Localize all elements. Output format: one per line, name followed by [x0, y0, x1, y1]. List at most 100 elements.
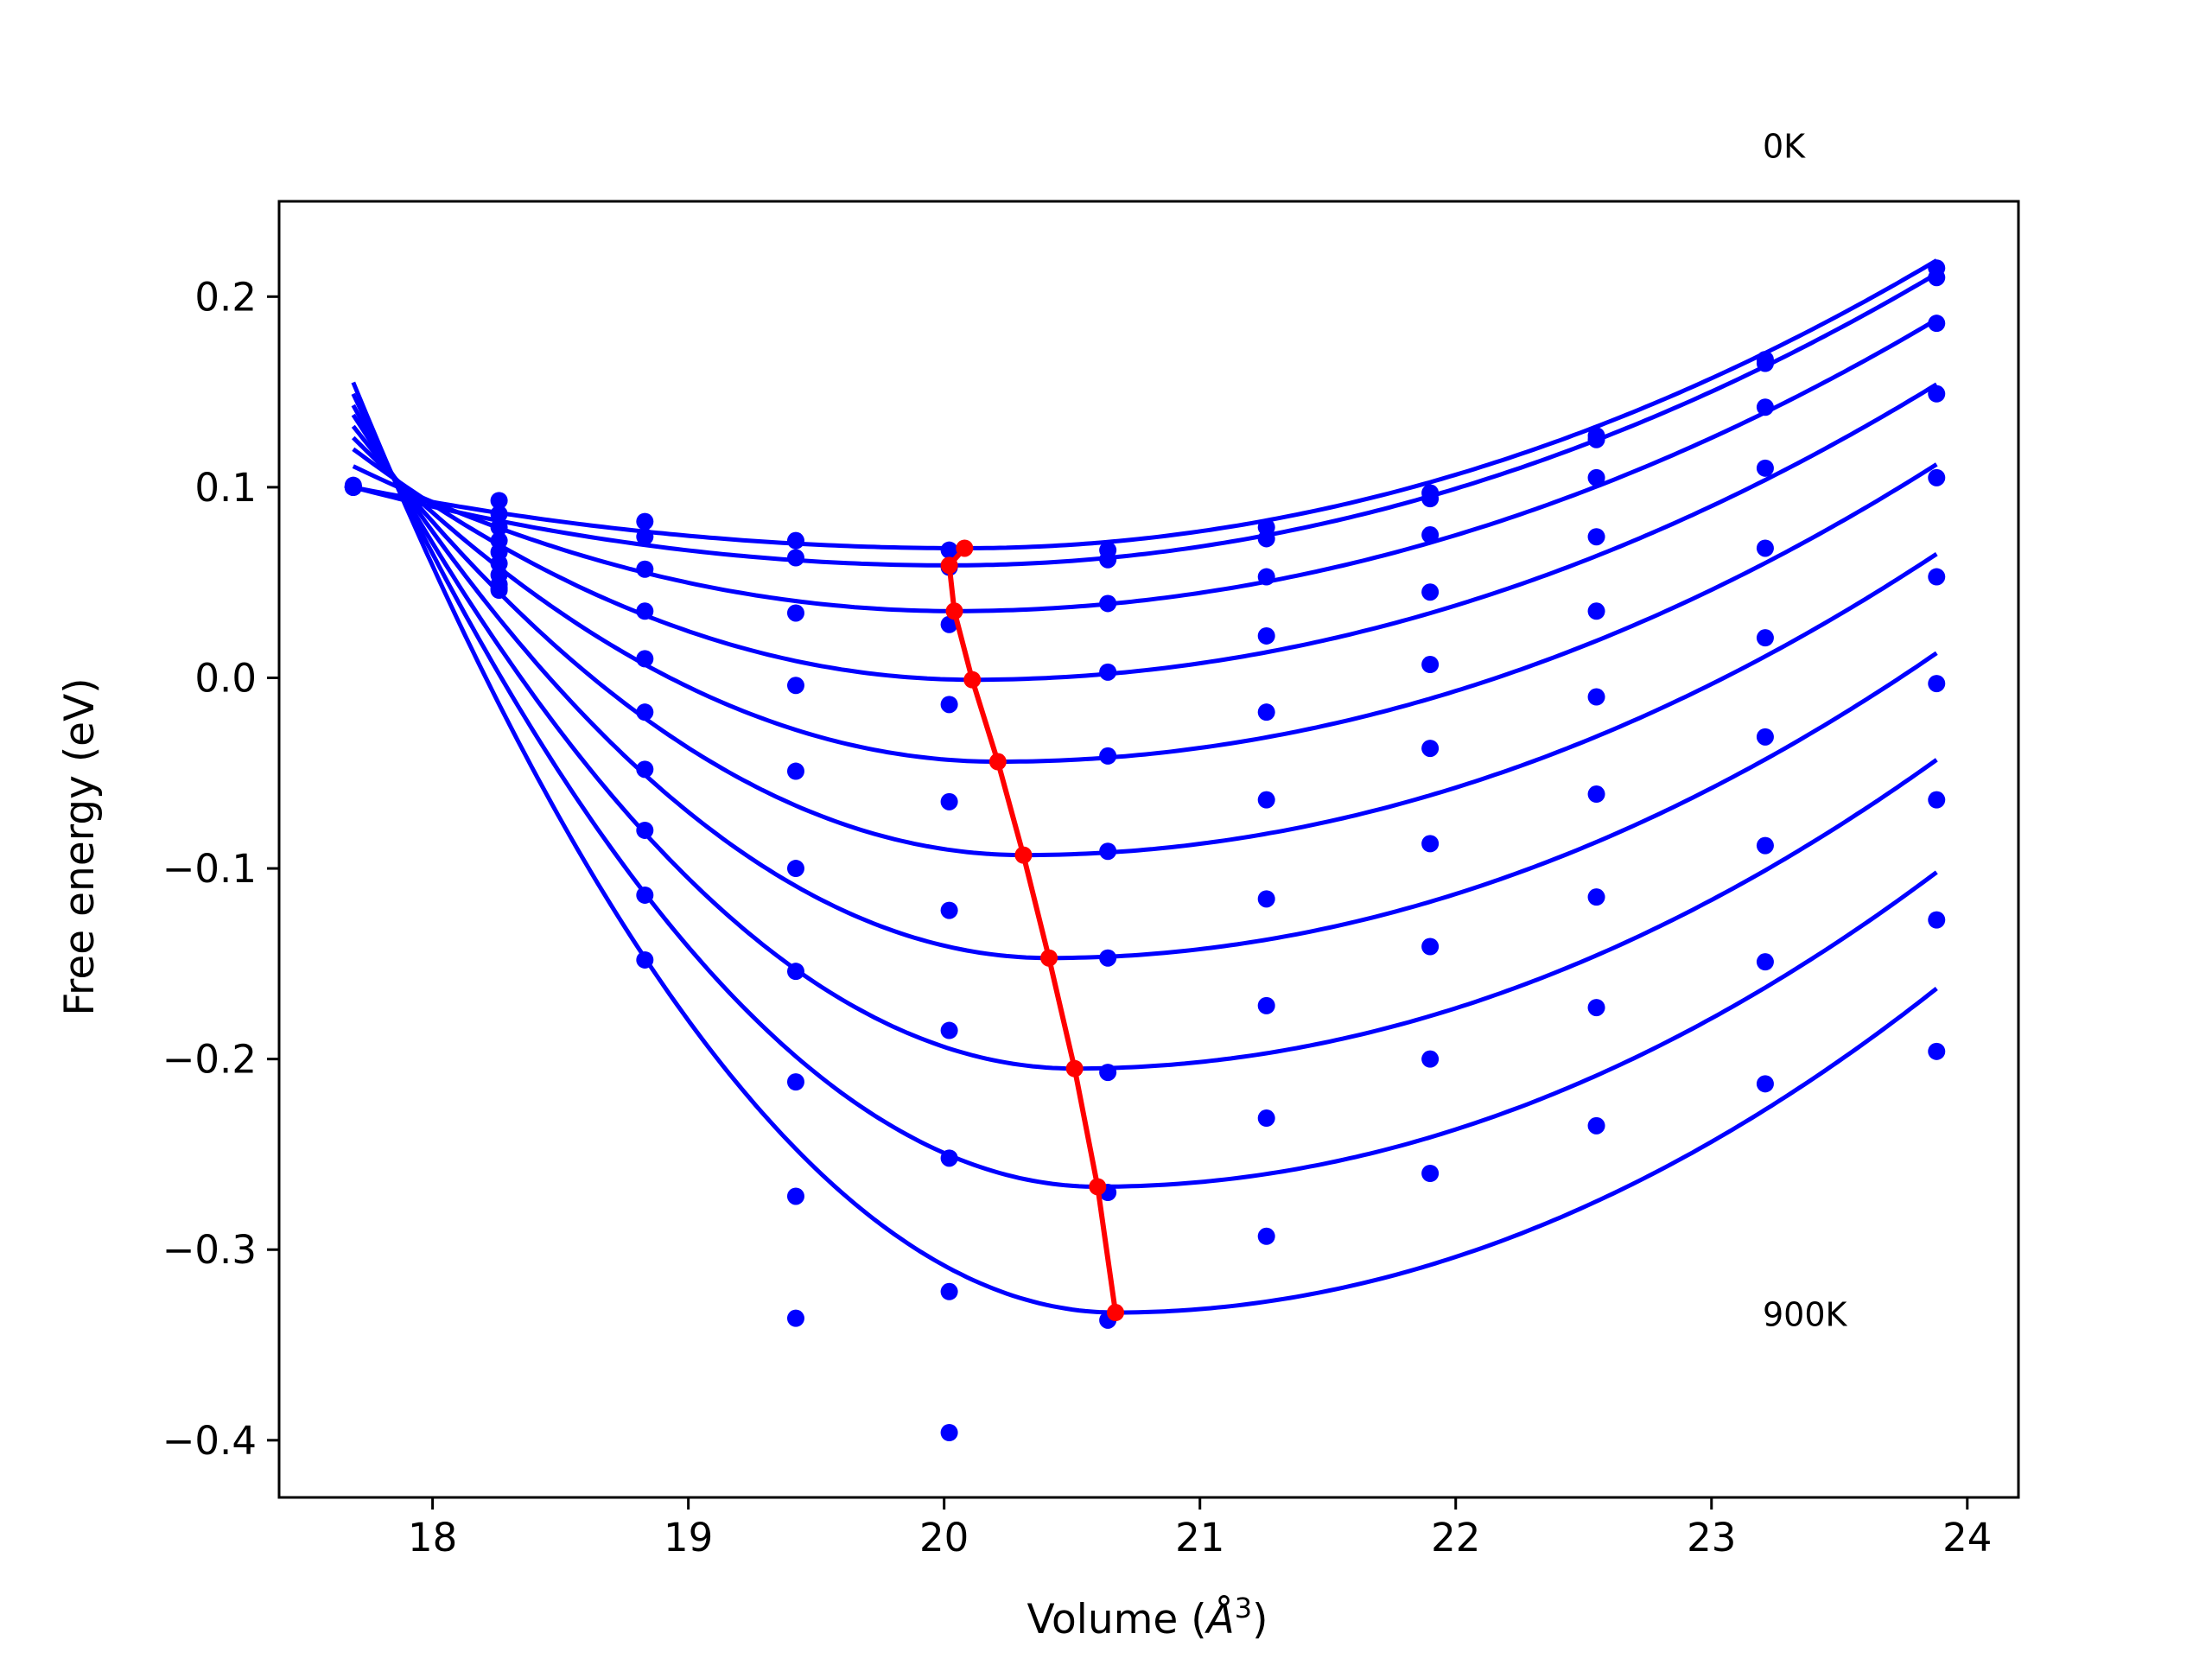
fit-curve-7: [351, 404, 1938, 1071]
data-point: [1421, 938, 1440, 956]
data-point: [940, 696, 958, 714]
data-point: [1257, 1227, 1275, 1245]
minimum-point: [1107, 1304, 1125, 1322]
data-point: [1928, 315, 1946, 333]
data-point: [1928, 568, 1946, 586]
data-point: [940, 1424, 958, 1441]
data-point: [1928, 1042, 1946, 1060]
data-point: [636, 821, 654, 839]
minimum-point: [1014, 846, 1033, 864]
data-point: [1756, 398, 1774, 416]
data-point: [786, 1309, 804, 1327]
data-point: [1587, 888, 1605, 906]
data-point: [786, 1073, 804, 1091]
data-point: [1756, 1075, 1774, 1093]
data-point: [1421, 740, 1440, 758]
data-point: [940, 1021, 958, 1039]
y-tick-label: −0.1: [162, 846, 257, 892]
data-point: [1257, 530, 1275, 548]
data-point: [1928, 911, 1946, 929]
data-point: [1928, 385, 1946, 403]
minimum-point: [1065, 1059, 1084, 1077]
fit-curve-2: [352, 317, 1938, 613]
fit-curve-1: [353, 271, 1938, 568]
y-tick-label: 0.0: [194, 655, 257, 701]
minimum-point: [945, 602, 963, 620]
data-point: [1257, 996, 1275, 1014]
data-point: [1587, 999, 1605, 1017]
minimum-point: [988, 753, 1007, 771]
data-point: [1099, 949, 1117, 967]
data-point: [636, 560, 654, 578]
data-point: [1421, 1050, 1440, 1068]
data-point: [636, 703, 654, 721]
data-point: [1257, 568, 1275, 586]
data-point: [1257, 890, 1275, 908]
x-tick-label: 20: [919, 1515, 969, 1560]
data-point: [940, 615, 958, 633]
data-point: [1756, 629, 1774, 647]
fit-curve-8: [351, 392, 1938, 1189]
data-point: [490, 518, 508, 537]
minimum-path-line: [946, 546, 1118, 1313]
y-tick-label: −0.2: [162, 1037, 257, 1083]
data-point: [1928, 468, 1946, 486]
data-point: [1421, 583, 1440, 601]
data-point: [940, 792, 958, 810]
minimum-point: [956, 539, 974, 557]
y-tick-label: −0.4: [162, 1418, 257, 1464]
data-point: [1928, 269, 1946, 287]
data-point: [1257, 703, 1275, 721]
data-point: [636, 886, 654, 904]
data-point: [786, 762, 804, 780]
axes-frame: [277, 200, 2020, 1499]
fit-curve-3: [352, 382, 1938, 683]
x-tick-label: 21: [1175, 1515, 1224, 1560]
data-point: [636, 602, 654, 620]
data-point: [344, 478, 362, 496]
data-point: [1587, 688, 1605, 706]
fit-curve-0: [353, 258, 1938, 550]
y-tick-label: 0.1: [194, 465, 257, 511]
data-point: [1421, 490, 1440, 508]
data-point: [490, 582, 508, 599]
data-point: [1257, 791, 1275, 809]
data-point: [786, 604, 804, 622]
data-point: [1099, 747, 1117, 765]
data-point: [1756, 459, 1774, 477]
x-tick-label: 24: [1942, 1515, 1992, 1560]
data-point: [940, 1282, 958, 1300]
data-point: [1756, 836, 1774, 855]
x-tick-label: 19: [664, 1515, 713, 1560]
data-point: [786, 677, 804, 695]
data-point: [1928, 791, 1946, 809]
data-point: [636, 760, 654, 779]
annotation-label: 0K: [1763, 127, 1806, 165]
data-point: [940, 901, 958, 919]
fit-curve-9: [351, 381, 1938, 1315]
data-point: [1421, 835, 1440, 853]
data-point: [636, 528, 654, 546]
fit-curve-6: [351, 413, 1938, 961]
data-point: [1756, 354, 1774, 372]
fit-curve-5: [351, 424, 1938, 858]
y-tick-label: −0.3: [162, 1227, 257, 1273]
x-tick-label: 22: [1431, 1515, 1480, 1560]
data-point: [1099, 842, 1117, 861]
data-point: [1421, 1165, 1440, 1182]
data-point: [1756, 953, 1774, 971]
x-axis-label: Volume (Å3): [1027, 1592, 1268, 1643]
data-point: [1587, 430, 1605, 448]
data-point: [786, 1187, 804, 1205]
y-tick-label: 0.2: [194, 274, 257, 320]
data-point: [1099, 594, 1117, 613]
data-point: [636, 650, 654, 668]
minimum-point: [940, 556, 958, 575]
data-point: [490, 505, 508, 523]
data-point: [940, 1149, 958, 1167]
data-point: [786, 531, 804, 550]
minimum-point: [963, 671, 982, 689]
data-point: [1587, 602, 1605, 620]
